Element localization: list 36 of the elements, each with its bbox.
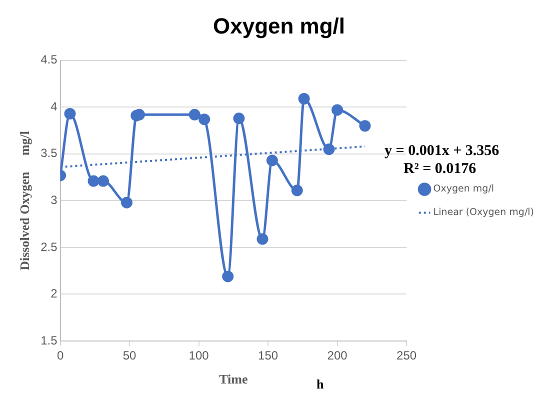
point [323,144,335,156]
x-axis-title: Time [219,372,248,387]
y-tick-label: 4.5 [40,52,58,67]
legend-label: Oxygen mg/l [433,184,494,195]
y-tick-label: 3.5 [40,146,58,160]
legend-label: Linear (Oxygen mg/l) [433,207,534,218]
point [266,154,278,166]
point [188,108,200,120]
point [298,93,310,104]
chart-title: Oxygen mg/l [212,13,346,38]
text: h [316,376,325,392]
point [233,112,245,124]
point [222,270,234,282]
x-tick-label: 150 [258,348,278,363]
x-tick-label: 100 [188,348,210,363]
point [88,175,100,187]
point [291,184,303,196]
point [97,175,109,187]
point [332,104,344,116]
y-tick-label: 2 [50,286,58,301]
point [256,233,268,245]
x-tick-label: 0 [56,348,64,363]
point [121,196,133,208]
x-tick-label: 50 [122,348,137,363]
y-tick-label: 3 [50,193,58,208]
x-tick-label: 250 [396,348,417,363]
x-tick-label: 200 [327,348,348,363]
point [64,108,76,120]
annotation: R² = 0.0176 [404,161,477,178]
point [359,120,371,132]
y-tick-label: 1.5 [40,333,58,348]
y-tick-label: 4 [50,99,58,114]
annotation: y = 0.001x + 3.356 [384,143,500,160]
y-axis-title: Dissolved Oxygen mg/l [17,130,32,270]
y-tick-label: 2.5 [40,240,58,254]
point [198,114,210,126]
